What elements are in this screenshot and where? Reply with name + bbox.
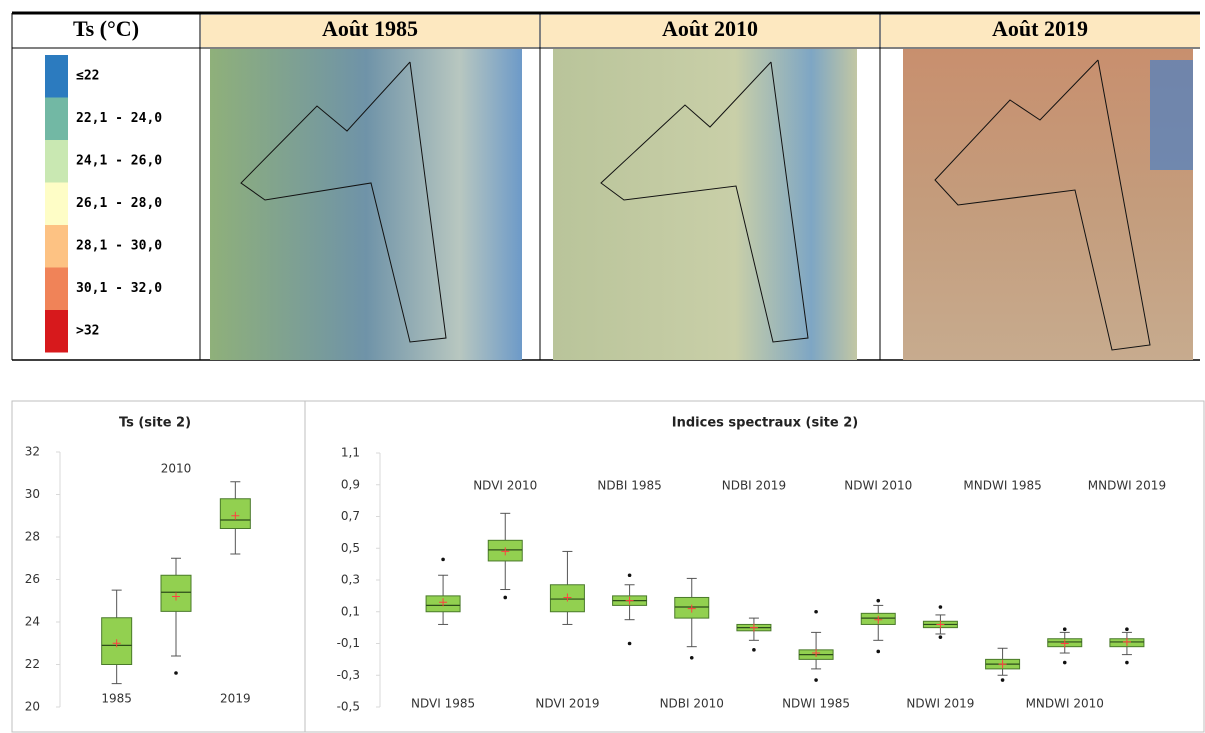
mean-marker xyxy=(874,615,883,624)
chart-title: Indices spectraux (site 2) xyxy=(672,416,858,431)
legend-swatch xyxy=(45,55,68,98)
y-tick-label: 22 xyxy=(25,657,40,671)
x-tick-label: MNDWI 2019 xyxy=(1088,479,1166,493)
y-tick-label: 28 xyxy=(25,530,40,544)
map-patch xyxy=(1150,60,1193,170)
chart-title: Ts (site 2) xyxy=(119,416,191,431)
mean-marker xyxy=(501,547,510,556)
header: Ts (°C) xyxy=(73,16,139,41)
legend-label: 30,1 - 32,0 xyxy=(76,281,162,296)
x-tick-label: NDWI 2010 xyxy=(844,479,912,493)
y-tick-label: 0,5 xyxy=(341,541,360,555)
outlier xyxy=(503,595,508,600)
x-tick-label: MNDWI 2010 xyxy=(1026,697,1104,711)
outlier xyxy=(814,609,818,614)
legend-swatch xyxy=(45,182,68,225)
legend-swatch xyxy=(45,225,68,268)
y-tick-label: 32 xyxy=(25,445,40,459)
mean-marker xyxy=(812,649,821,658)
x-tick-label: NDBI 2019 xyxy=(722,479,786,493)
legend-label: >32 xyxy=(76,324,99,339)
legend: ≤22 22,1 - 24,0 24,1 - 26,0 26,1 - 28,0 28,1… xyxy=(45,55,162,353)
mean-marker xyxy=(563,593,572,602)
mean-marker xyxy=(749,623,758,632)
x-tick-label: NDVI 2019 xyxy=(535,697,599,711)
x-tick-label: NDWI 2019 xyxy=(906,697,974,711)
site-outline xyxy=(240,61,447,343)
header-cell xyxy=(541,15,879,47)
x-tick-label: 1985 xyxy=(101,692,132,706)
header: Août 2019 xyxy=(992,16,1088,41)
outlier xyxy=(627,573,632,578)
header: Août 1985 xyxy=(322,16,418,41)
x-tick-label: NDVI 1985 xyxy=(411,697,475,711)
x-tick-label: NDVI 2010 xyxy=(473,479,537,493)
legend-label: 28,1 - 30,0 xyxy=(76,239,162,254)
outlier xyxy=(814,678,818,682)
y-tick-label: 0,9 xyxy=(341,477,360,491)
legend-swatch xyxy=(45,310,68,353)
panel-frame xyxy=(11,400,1205,733)
y-tick-label: 0,3 xyxy=(341,573,360,587)
x-tick-label: NDBI 1985 xyxy=(597,479,661,493)
header-cell xyxy=(201,15,539,47)
y-tick-label: 26 xyxy=(25,572,40,586)
outlier xyxy=(938,605,943,609)
legend-label: 26,1 - 28,0 xyxy=(76,196,162,211)
legend-label: 22,1 - 24,0 xyxy=(76,111,162,126)
outlier xyxy=(876,649,881,654)
legend-swatch xyxy=(45,267,68,310)
mean-marker xyxy=(625,596,634,605)
legend-label: 24,1 - 26,0 xyxy=(76,154,162,169)
x-tick-label: NDBI 2010 xyxy=(660,697,724,711)
outlier xyxy=(1125,627,1129,632)
y-tick-label: -0,1 xyxy=(337,636,360,650)
outlier xyxy=(1000,678,1005,682)
map-image xyxy=(903,49,1193,360)
mean-marker xyxy=(687,604,696,613)
outlier xyxy=(441,557,445,562)
legend-swatch xyxy=(45,140,68,183)
outlier xyxy=(1125,660,1129,665)
mean-marker xyxy=(936,620,945,629)
site-outline xyxy=(934,59,1151,351)
x-tick-label: 2019 xyxy=(220,692,251,706)
y-tick-label: -0,5 xyxy=(337,700,360,714)
outlier xyxy=(938,635,943,639)
x-tick-label: 2010 xyxy=(161,462,192,476)
mean-marker xyxy=(172,592,180,601)
header-cell xyxy=(881,15,1200,47)
y-tick-label: 24 xyxy=(25,615,40,629)
outlier xyxy=(752,648,756,652)
mean-marker xyxy=(1060,639,1069,648)
site-outline xyxy=(600,61,809,343)
y-tick-label: 30 xyxy=(25,487,40,501)
legend-swatch xyxy=(45,97,68,140)
outlier xyxy=(174,671,178,675)
mean-marker xyxy=(112,639,121,648)
outlier xyxy=(689,655,694,660)
mean-marker xyxy=(1122,637,1131,646)
y-tick-label: 1,1 xyxy=(341,446,360,460)
y-tick-label: 0,1 xyxy=(341,604,360,618)
mean-marker xyxy=(439,598,448,607)
mean-marker xyxy=(231,511,240,520)
outlier xyxy=(1062,627,1067,632)
outlier xyxy=(627,641,632,646)
header: Août 2010 xyxy=(662,16,758,41)
y-tick-label: 20 xyxy=(25,700,40,714)
outlier xyxy=(876,598,881,603)
map-image xyxy=(553,49,857,360)
x-tick-label: MNDWI 1985 xyxy=(963,479,1041,493)
mean-marker xyxy=(998,660,1007,669)
x-tick-label: NDWI 1985 xyxy=(782,697,850,711)
outlier xyxy=(1062,660,1067,665)
y-tick-label: -0,3 xyxy=(337,668,360,682)
legend-label: ≤22 xyxy=(76,69,99,84)
y-tick-label: 0,7 xyxy=(341,509,360,523)
map-image xyxy=(210,49,522,360)
